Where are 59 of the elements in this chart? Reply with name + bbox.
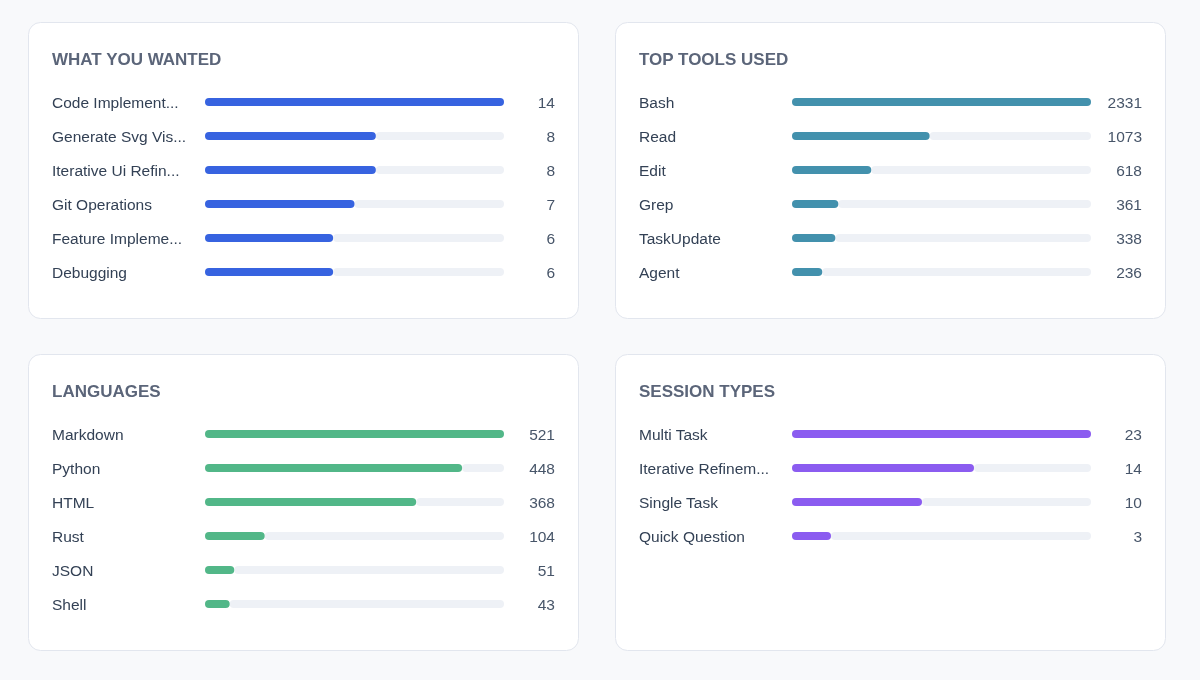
data-label: 6: [546, 229, 555, 247]
y-tick-label: Iterative Ui Refin...: [52, 161, 180, 179]
bar: [205, 430, 504, 438]
bar: [792, 234, 836, 242]
data-label: 338: [1116, 229, 1142, 247]
y-tick-label: Feature Impleme...: [52, 229, 183, 247]
data-label: 104: [529, 527, 556, 545]
y-tick-label: Iterative Refinem...: [639, 459, 770, 477]
y-tick-label: JSON: [52, 561, 94, 579]
data-label: 2331: [1107, 93, 1142, 111]
y-tick-label: Bash: [639, 93, 675, 111]
data-label: 236: [1116, 263, 1142, 281]
data-label: 51: [537, 561, 555, 579]
y-tick-label: Agent: [639, 263, 681, 281]
y-tick-label: Multi Task: [639, 425, 708, 443]
bar: [792, 98, 1091, 106]
data-label: 618: [1116, 161, 1142, 179]
y-tick-label: Shell: [52, 595, 87, 613]
data-label: 521: [529, 425, 555, 443]
data-label: 43: [537, 595, 555, 613]
chart-title: SESSION TYPES: [639, 382, 776, 401]
bar: [205, 566, 235, 574]
y-tick-label: Debugging: [52, 263, 127, 281]
y-tick-label: Generate Svg Vis...: [52, 127, 187, 145]
data-label: 8: [546, 161, 555, 179]
data-label: 10: [1124, 493, 1143, 511]
data-label: 361: [1116, 195, 1142, 213]
y-tick-label: HTML: [52, 493, 95, 511]
data-label: 14: [1124, 459, 1143, 477]
data-label: 1073: [1107, 127, 1142, 145]
y-tick-label: Python: [52, 459, 101, 477]
bar: [792, 200, 839, 208]
bar: [205, 98, 504, 106]
y-tick-label: Code Implement...: [52, 93, 179, 111]
y-tick-label: Grep: [639, 195, 674, 213]
chart-title: LANGUAGES: [52, 382, 161, 401]
y-tick-label: Rust: [52, 527, 85, 545]
y-tick-label: Quick Question: [639, 527, 745, 545]
data-label: 8: [546, 127, 555, 145]
chart-title: WHAT YOU WANTED: [52, 50, 222, 69]
y-tick-label: Git Operations: [52, 195, 153, 213]
bar: [792, 268, 823, 276]
y-tick-label: TaskUpdate: [639, 229, 721, 247]
chart-title: TOP TOOLS USED: [639, 50, 789, 69]
data-label: 3: [1133, 527, 1142, 545]
data-label: 14: [537, 93, 556, 111]
bar: [205, 600, 230, 608]
bar: [792, 532, 831, 540]
bar: [205, 532, 265, 540]
data-label: 368: [529, 493, 555, 511]
data-label: 6: [546, 263, 555, 281]
y-tick-label: Read: [639, 127, 677, 145]
y-tick-label: Markdown: [52, 425, 124, 443]
data-label: 23: [1124, 425, 1142, 443]
y-tick-label: Edit: [639, 161, 667, 179]
data-label: 448: [529, 459, 555, 477]
bar: [792, 430, 1091, 438]
y-tick-label: Single Task: [639, 493, 719, 511]
data-label: 7: [546, 195, 555, 213]
